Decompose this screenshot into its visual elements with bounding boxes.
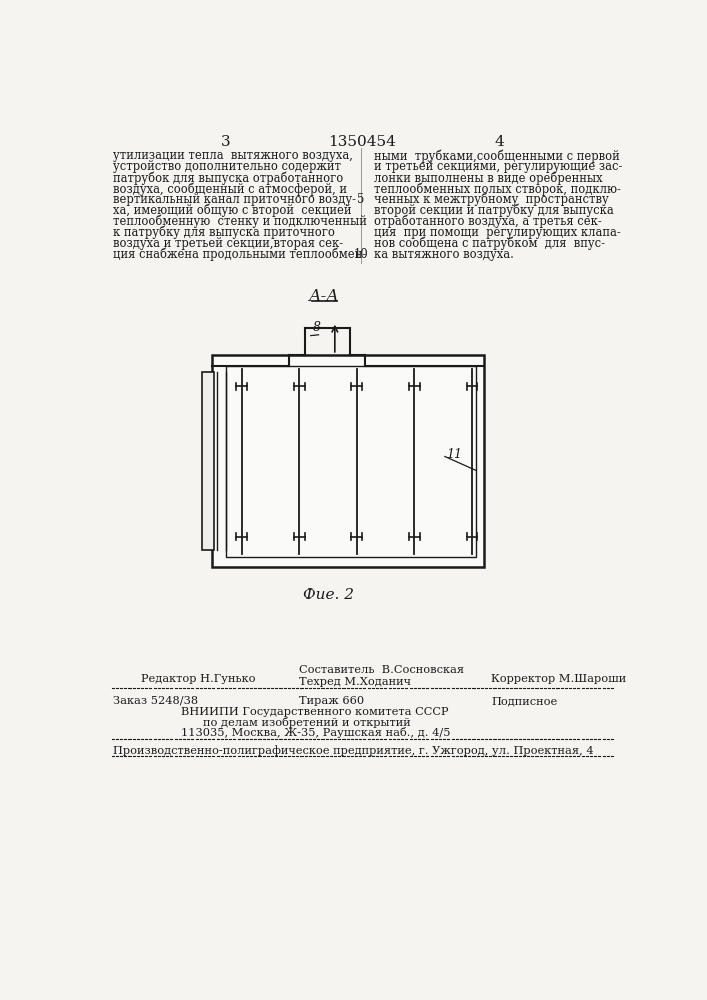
Text: Составитель  В.Сосновская: Составитель В.Сосновская bbox=[299, 665, 464, 675]
Text: нов сообщена с патрубком  для  впус-: нов сообщена с патрубком для впус- bbox=[373, 237, 604, 250]
Text: ченных к межтрубному  пространству: ченных к межтрубному пространству bbox=[373, 193, 608, 206]
Text: второй секции и патрубку для выпуска: второй секции и патрубку для выпуска bbox=[373, 204, 614, 217]
Text: вертикальный канал приточного возду-: вертикальный канал приточного возду- bbox=[113, 193, 356, 206]
Bar bbox=[226, 366, 476, 557]
Text: Фие. 2: Фие. 2 bbox=[303, 588, 354, 602]
Bar bbox=[212, 355, 484, 567]
Text: 1350454: 1350454 bbox=[328, 135, 396, 149]
Text: устройство дополнительно содержит: устройство дополнительно содержит bbox=[113, 160, 341, 173]
Text: ха, имеющий общую с второй  секцией: ха, имеющий общую с второй секцией bbox=[113, 204, 351, 217]
Text: 3: 3 bbox=[221, 135, 230, 149]
Text: патрубок для выпуска отработанного: патрубок для выпуска отработанного bbox=[113, 171, 344, 185]
Text: 8: 8 bbox=[313, 321, 321, 334]
Text: 4: 4 bbox=[494, 135, 504, 149]
Text: ция  при помощи  регулирующих клапа-: ция при помощи регулирующих клапа- bbox=[373, 226, 620, 239]
Text: и третьей секциями, регулирующие зас-: и третьей секциями, регулирующие зас- bbox=[373, 160, 622, 173]
Text: утилизации тепла  вытяжного воздуха,: утилизации тепла вытяжного воздуха, bbox=[113, 149, 353, 162]
Text: теплообменную  стенку и подключенный: теплообменную стенку и подключенный bbox=[113, 215, 367, 228]
Text: Редактор Н.Гунько: Редактор Н.Гунько bbox=[141, 674, 255, 684]
Text: 113035, Москва, Ж-35, Раушская наб., д. 4/5: 113035, Москва, Ж-35, Раушская наб., д. … bbox=[182, 727, 451, 738]
Text: Тираж 660: Тираж 660 bbox=[299, 696, 364, 706]
Text: 5: 5 bbox=[358, 193, 365, 206]
Text: А-А: А-А bbox=[310, 288, 340, 305]
Text: ВНИИПИ Государственного комитета СССР: ВНИИПИ Государственного комитета СССР bbox=[182, 707, 449, 717]
Text: 10: 10 bbox=[354, 248, 368, 261]
Text: 11: 11 bbox=[446, 448, 462, 461]
Text: Корректор М.Шароши: Корректор М.Шароши bbox=[491, 674, 626, 684]
Text: Производственно-полиграфическое предприятие, г. Ужгород, ул. Проектная, 4: Производственно-полиграфическое предприя… bbox=[113, 745, 594, 756]
Text: теплообменных полых створок, подклю-: теплообменных полых створок, подклю- bbox=[373, 182, 621, 196]
Text: лонки выполнены в виде оребренных: лонки выполнены в виде оребренных bbox=[373, 171, 602, 185]
Text: по делам изобретений и открытий: по делам изобретений и открытий bbox=[203, 717, 411, 728]
Text: отработанного воздуха, а третья сек-: отработанного воздуха, а третья сек- bbox=[373, 215, 602, 228]
Text: ция снабжена продольными теплообмен-: ция снабжена продольными теплообмен- bbox=[113, 248, 366, 261]
Text: к патрубку для выпуска приточного: к патрубку для выпуска приточного bbox=[113, 226, 335, 239]
Text: Заказ 5248/38: Заказ 5248/38 bbox=[113, 696, 198, 706]
Text: Подписное: Подписное bbox=[491, 696, 558, 706]
Text: воздуха, сообщенный с атмосферой, и: воздуха, сообщенный с атмосферой, и bbox=[113, 182, 347, 196]
Text: воздуха и третьей секции,вторая сек-: воздуха и третьей секции,вторая сек- bbox=[113, 237, 344, 250]
Text: ка вытяжного воздуха.: ка вытяжного воздуха. bbox=[373, 248, 513, 261]
Text: Техред М.Ходанич: Техред М.Ходанич bbox=[299, 677, 411, 687]
Bar bbox=[202, 372, 214, 550]
Text: ными  трубками,сообщенными с первой: ными трубками,сообщенными с первой bbox=[373, 149, 619, 163]
